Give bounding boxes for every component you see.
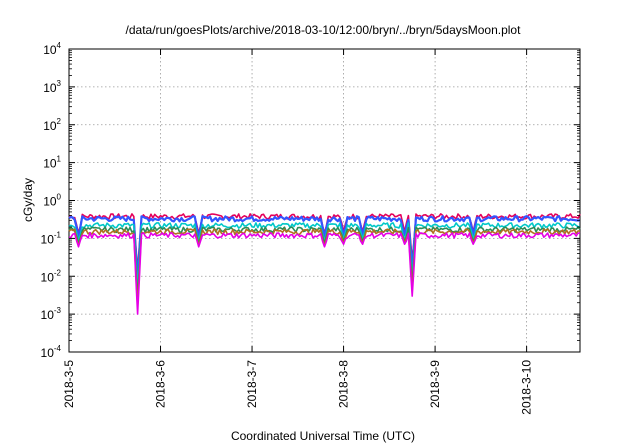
y-tick-label: 102 [43, 117, 61, 133]
x-tick-label: 2018-3-5 [62, 360, 76, 408]
y-tick-label: 101 [43, 155, 61, 171]
y-tick-label: 10-4 [41, 344, 62, 360]
x-tick-label: 2018-3-10 [520, 360, 534, 415]
x-tick-label: 2018-3-7 [245, 360, 259, 408]
y-tick-label: 10-2 [41, 268, 62, 284]
chart-title: /data/run/goesPlots/archive/2018-03-10/1… [126, 23, 522, 37]
y-tick-label: 10-3 [41, 306, 62, 322]
x-axis-label: Coordinated Universal Time (UTC) [231, 429, 415, 443]
y-tick-label: 103 [43, 79, 61, 95]
x-tick-label: 2018-3-9 [428, 360, 442, 408]
x-tick-label: 2018-3-8 [337, 360, 351, 408]
axes: 10-4 10-3 10-2 10-1 100 101 102 103 104 2018-3-5 2… [41, 41, 580, 415]
y-tick-label: 100 [43, 193, 61, 209]
y-tick-label: 10-1 [41, 230, 62, 246]
grid [69, 49, 580, 352]
series-group [68, 213, 581, 315]
x-tick-label: 2018-3-6 [154, 360, 168, 408]
series-line [68, 215, 581, 281]
y-axis-label: cGy/day [21, 178, 35, 222]
series-line [68, 232, 581, 315]
y-tick-label: 104 [43, 41, 61, 57]
